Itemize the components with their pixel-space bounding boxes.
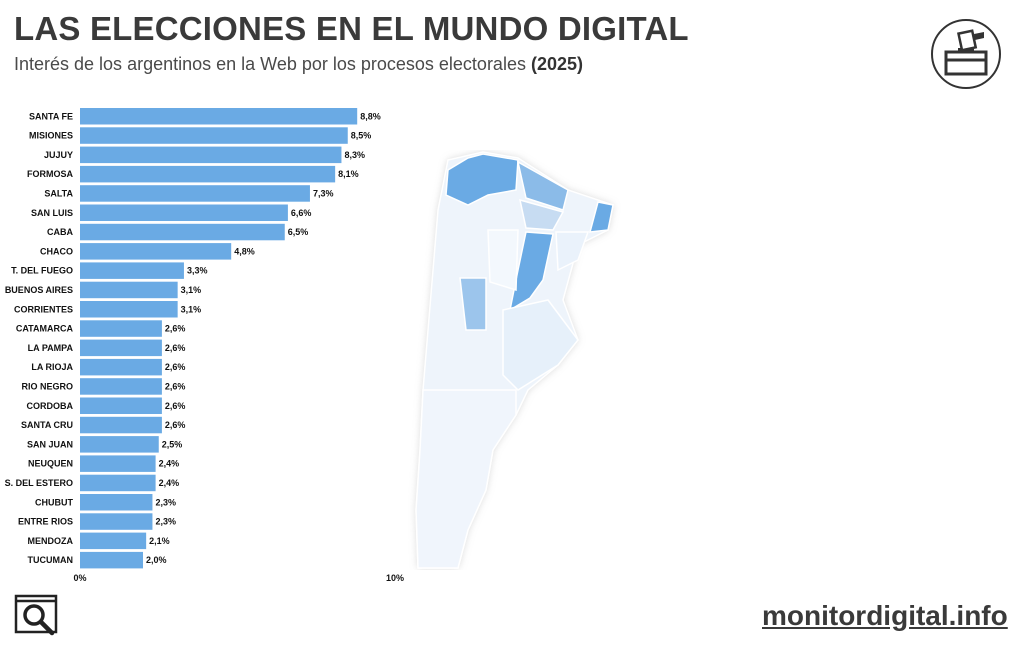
bar [80,127,348,144]
value-label: 2,3% [155,517,176,527]
bar [80,204,288,221]
map-jujuy-salta [445,153,519,206]
bar [80,474,156,492]
category-label: S. DEL ESTERO [5,478,73,488]
category-label: SAN LUIS [31,208,73,218]
category-label: MENDOZA [28,536,74,546]
bar [80,223,285,241]
bar [80,281,178,299]
value-label: 2,4% [159,478,180,488]
map-patagonia [415,389,517,569]
category-label: SANTA FE [29,111,73,121]
value-label: 8,3% [344,150,365,160]
value-label: 2,1% [149,536,170,546]
map-misiones [588,201,614,233]
category-label: TUCUMAN [28,555,74,565]
bar-chart: SANTA FE 8,8% MISIONES 8,5% JUJUY 8,3% FORMOSA… [5,108,404,583]
category-label: SAN JUAN [27,439,73,449]
value-label: 2,3% [155,497,176,507]
category-label: RIO NEGRO [21,381,73,391]
value-label: 2,6% [165,324,186,334]
value-label: 4,8% [234,246,255,256]
bar [80,165,336,183]
category-label: CORRIENTES [14,304,73,314]
bar [80,551,143,569]
value-label: 2,6% [165,362,186,372]
category-label: JUJUY [44,150,73,160]
ballot-box-icon [931,19,1001,89]
map-corrientes [555,231,590,272]
bar [80,320,162,337]
map-buenos-aires [502,299,579,391]
chart-subtitle: Interés de los argentinos en la Web por … [14,54,583,75]
bar [80,358,162,376]
category-label: SANTA CRU [21,420,73,430]
value-label: 3,1% [181,285,202,295]
bar [80,108,358,125]
map-san-luis [459,277,487,331]
value-label: 2,6% [165,381,186,391]
bar [80,185,310,202]
argentina-map [415,151,614,569]
value-label: 2,4% [159,459,180,469]
bar [80,378,162,395]
site-url: monitordigital.info [762,600,1008,631]
subtitle-year: (2025) [530,54,584,74]
bar [80,436,159,453]
bar [80,416,162,434]
category-label: ENTRE RIOS [18,517,73,527]
map-santa-fe [508,231,554,312]
category-label: CHACO [40,246,73,256]
value-label: 2,5% [162,439,183,449]
subtitle-text: Interés de los argentinos en la Web por … [14,54,526,74]
category-label: SALTA [44,188,73,198]
category-label: LA RIOJA [31,362,73,372]
map-chaco [519,198,565,231]
category-label: CORDOBA [27,401,74,411]
x-tick-label: 10% [386,573,404,583]
bar [80,243,232,260]
bar [80,397,162,414]
value-label: 8,1% [338,169,359,179]
bar [80,339,162,357]
value-label: 8,8% [360,111,381,121]
bar [80,513,153,530]
category-label: NEUQUEN [28,459,73,469]
category-label: CHUBUT [35,497,73,507]
bar [80,301,178,318]
category-label: T. DEL FUEGO [11,266,73,276]
bars-group: SANTA FE 8,8% MISIONES 8,5% JUJUY 8,3% FORMOSA… [5,108,381,569]
value-label: 3,3% [187,266,208,276]
category-label: FORMOSA [27,169,73,179]
map-formosa [516,160,569,211]
value-label: 8,5% [351,131,372,141]
value-label: 2,6% [165,420,186,430]
search-icon [14,594,58,636]
value-label: 6,6% [291,208,312,218]
category-label: CABA [47,227,73,237]
category-label: CATAMARCA [16,324,74,334]
category-label: MISIONES [29,131,73,141]
bar [80,494,153,511]
category-label: BUENOS AIRES [5,285,73,295]
value-label: 2,6% [165,401,186,411]
value-label: 7,3% [313,188,334,198]
bar [80,455,156,472]
x-tick-label: 0% [73,573,86,583]
map-cordoba [487,229,519,292]
value-label: 3,1% [181,304,202,314]
x-axis: 0% 10% [73,573,404,583]
category-label: LA PAMPA [28,343,74,353]
chart-title: LAS ELECCIONES EN EL MUNDO DIGITAL [14,10,689,47]
bar [80,532,147,550]
value-label: 2,0% [146,555,167,565]
bar [80,146,342,164]
value-label: 6,5% [288,227,309,237]
value-label: 2,6% [165,343,186,353]
bar [80,262,184,279]
